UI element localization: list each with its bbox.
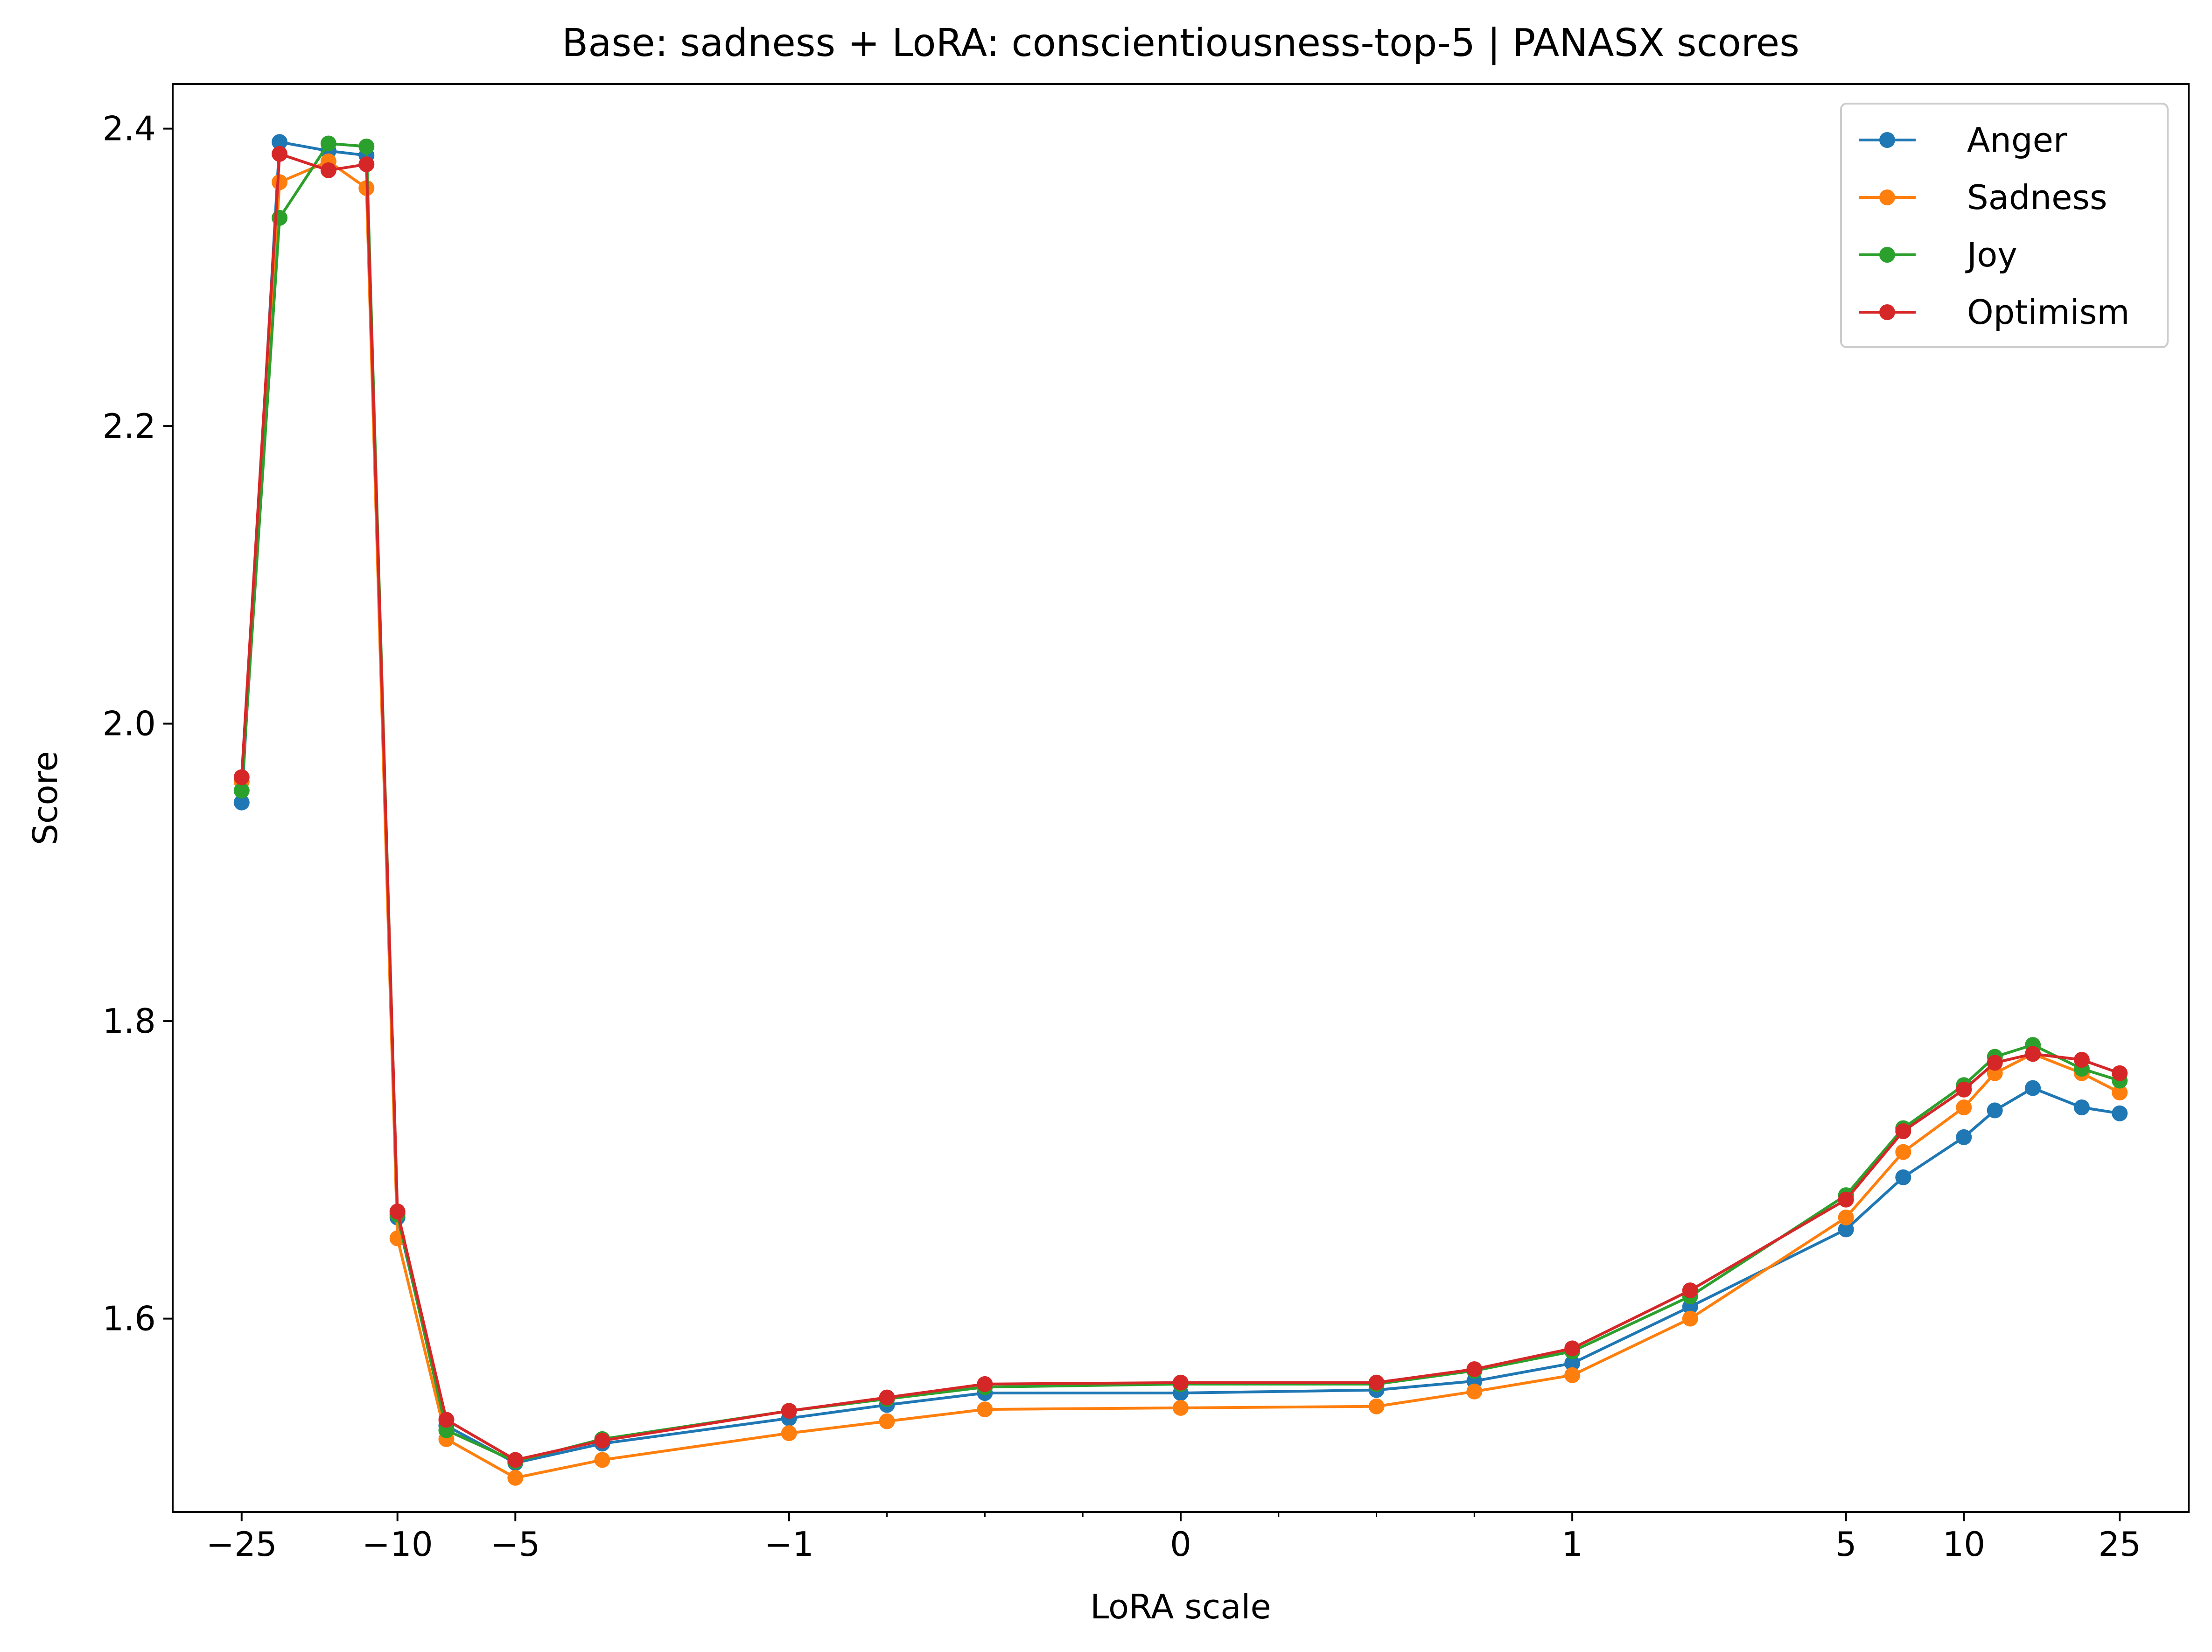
data-point-anger xyxy=(1564,1355,1581,1372)
y-axis-label: Score xyxy=(26,751,65,845)
x-tick-label: 0 xyxy=(1170,1525,1191,1564)
data-point-optimism xyxy=(2025,1046,2041,1062)
data-point-anger xyxy=(272,134,288,150)
chart-title: Base: sadness + LoRA: conscientiousness-… xyxy=(562,21,1799,65)
data-point-optimism xyxy=(507,1452,524,1468)
data-point-optimism xyxy=(2073,1052,2090,1068)
y-axis: 1.6 1.8 2.0 2.2 2.4 xyxy=(102,109,173,1338)
x-axis: −25 −10 −5 −1 0 1 5 10 25 xyxy=(206,1512,2141,1564)
data-point-optimism xyxy=(879,1389,895,1406)
data-point-sadness xyxy=(1173,1400,1189,1416)
x-tick-label: −1 xyxy=(764,1525,814,1564)
legend-marker-anger xyxy=(1879,132,1895,148)
y-tick-label: 2.2 xyxy=(102,406,156,446)
x-tick-label: 1 xyxy=(1561,1525,1583,1564)
legend-label-joy: Joy xyxy=(1965,235,2017,274)
data-point-joy xyxy=(233,783,250,799)
x-tick-label: 25 xyxy=(2098,1525,2141,1564)
data-point-optimism xyxy=(438,1412,455,1428)
legend-label-anger: Anger xyxy=(1967,120,2067,160)
legend-marker-sadness xyxy=(1879,189,1895,205)
legend-marker-optimism xyxy=(1879,304,1895,320)
y-tick-label: 1.8 xyxy=(102,1001,156,1041)
data-point-sadness xyxy=(1895,1144,1911,1160)
data-point-optimism xyxy=(233,769,250,785)
data-point-sadness xyxy=(1838,1209,1854,1225)
data-point-optimism xyxy=(1368,1374,1385,1391)
data-point-anger xyxy=(1895,1169,1911,1185)
data-point-anger xyxy=(1956,1129,1972,1145)
data-point-anger xyxy=(233,794,250,811)
x-tick-label: −5 xyxy=(490,1525,540,1564)
y-tick-label: 2.4 xyxy=(102,109,156,148)
legend-label-sadness: Sadness xyxy=(1967,178,2107,217)
legend: Anger Sadness Joy Optimism xyxy=(1840,103,2169,348)
data-point-sadness xyxy=(2112,1085,2128,1101)
x-tick-label: 10 xyxy=(1942,1525,1985,1564)
data-point-anger xyxy=(2025,1080,2041,1096)
data-point-optimism xyxy=(1838,1191,1854,1208)
plot-area xyxy=(233,134,2128,1486)
data-point-sadness xyxy=(272,174,288,190)
data-point-anger xyxy=(1987,1102,2003,1119)
legend-box xyxy=(1840,103,2169,348)
data-point-joy xyxy=(358,138,375,154)
data-point-anger xyxy=(2073,1099,2090,1115)
x-tick-label: −10 xyxy=(362,1525,433,1564)
data-point-optimism xyxy=(272,146,288,162)
data-point-sadness xyxy=(1682,1310,1698,1327)
x-tick-label: −25 xyxy=(206,1525,277,1564)
data-point-anger xyxy=(2112,1105,2128,1121)
y-tick-label: 2.0 xyxy=(102,704,156,743)
data-point-optimism xyxy=(1895,1123,1911,1139)
x-axis-label: LoRA scale xyxy=(1090,1587,1271,1626)
data-point-optimism xyxy=(1956,1081,1972,1098)
data-point-optimism xyxy=(781,1403,797,1419)
legend-marker-joy xyxy=(1879,247,1895,263)
data-point-optimism xyxy=(1682,1282,1698,1299)
data-point-sadness xyxy=(879,1413,895,1429)
data-point-optimism xyxy=(594,1433,610,1449)
data-point-optimism xyxy=(1466,1361,1483,1377)
data-point-sadness xyxy=(1956,1099,1972,1115)
data-point-joy xyxy=(320,135,336,152)
data-point-sadness xyxy=(977,1401,993,1418)
y-tick-label: 1.6 xyxy=(102,1299,156,1338)
x-tick-label: 5 xyxy=(1835,1525,1857,1564)
data-point-sadness xyxy=(1368,1398,1385,1414)
data-point-sadness xyxy=(1466,1383,1483,1400)
data-point-optimism xyxy=(389,1204,406,1220)
data-point-optimism xyxy=(977,1376,993,1392)
data-point-optimism xyxy=(2112,1065,2128,1081)
data-point-sadness xyxy=(781,1425,797,1442)
data-point-optimism xyxy=(320,162,336,178)
data-point-optimism xyxy=(1564,1340,1581,1357)
data-point-optimism xyxy=(358,156,375,173)
data-point-anger xyxy=(1838,1221,1854,1238)
data-point-sadness xyxy=(507,1470,524,1486)
data-point-sadness xyxy=(1564,1367,1581,1383)
data-point-optimism xyxy=(1987,1055,2003,1071)
data-point-sadness xyxy=(594,1452,610,1468)
legend-label-optimism: Optimism xyxy=(1967,293,2129,332)
data-point-optimism xyxy=(1173,1374,1189,1391)
